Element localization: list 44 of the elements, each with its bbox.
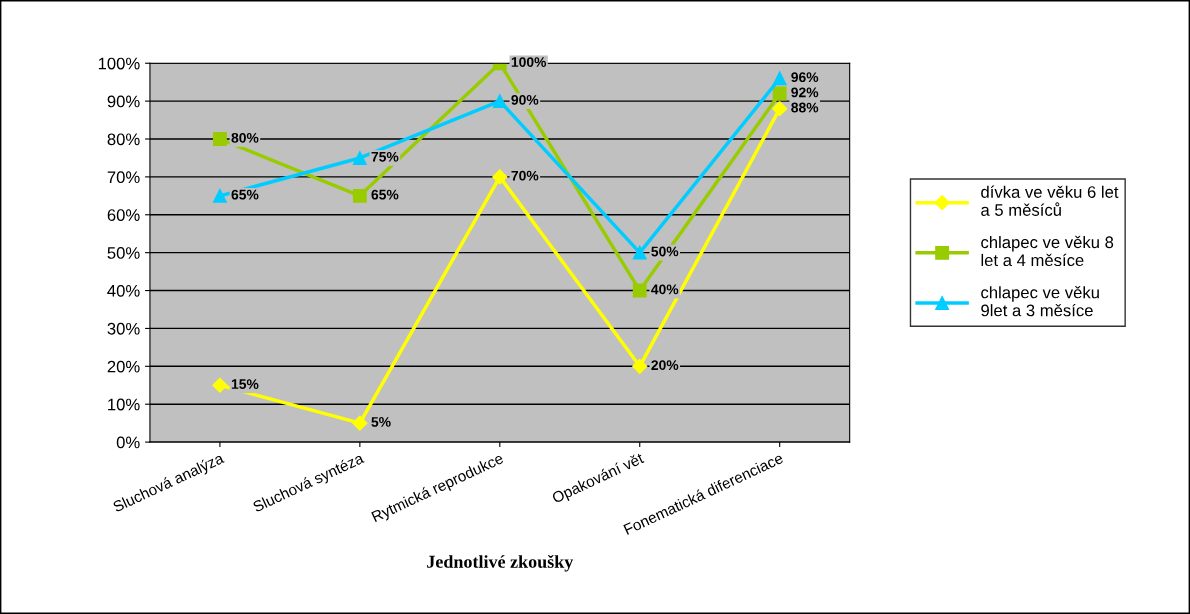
y-tick-label: 60% xyxy=(107,209,140,221)
data-label: 75% xyxy=(371,151,399,162)
point xyxy=(212,188,227,203)
data-label: 80% xyxy=(231,132,259,143)
point xyxy=(632,283,647,298)
x-axis-title: Jednotlivé zkoušky xyxy=(427,554,574,572)
point xyxy=(772,86,787,101)
data-label: 100% xyxy=(511,57,547,67)
legend-label: dívka ve věku 6 let a 5 měsíců xyxy=(981,185,1119,216)
data-label: 65% xyxy=(231,189,259,200)
point xyxy=(632,245,647,260)
data-label: 50% xyxy=(651,246,679,257)
data-label: 15% xyxy=(231,379,259,389)
data-label: 96% xyxy=(791,72,819,83)
y-tick-label: 50% xyxy=(107,247,140,259)
data-label: 88% xyxy=(791,102,819,113)
point xyxy=(632,358,648,374)
data-label: 40% xyxy=(651,284,679,295)
point xyxy=(492,94,507,109)
data-label: 65% xyxy=(371,189,399,200)
data-label: 90% xyxy=(511,95,539,105)
y-tick-label: 70% xyxy=(107,171,140,184)
data-label: 20% xyxy=(651,360,679,371)
point xyxy=(352,415,368,431)
y-tick-label: 80% xyxy=(107,133,140,146)
data-label: 70% xyxy=(511,170,539,181)
y-tick-label: 30% xyxy=(107,322,140,335)
y-tick-label: 20% xyxy=(107,360,140,373)
y-tick-label: 90% xyxy=(107,95,140,108)
point xyxy=(492,169,508,185)
data-label: 5% xyxy=(371,417,391,427)
point xyxy=(772,71,787,86)
point xyxy=(772,101,788,117)
y-tick-label: 100% xyxy=(98,57,140,70)
legend-label: chlapec ve věku 9let a 3 měsíce xyxy=(981,286,1099,317)
data-label: 92% xyxy=(791,87,819,98)
legend-label: chlapec ve věku 8 let a 4 měsíce xyxy=(981,235,1114,267)
point xyxy=(352,151,367,165)
point xyxy=(212,377,228,393)
y-tick-label: 0% xyxy=(116,436,140,449)
y-tick-label: 40% xyxy=(107,284,140,297)
point xyxy=(212,132,227,146)
point xyxy=(352,188,367,203)
y-tick-label: 10% xyxy=(108,398,140,411)
